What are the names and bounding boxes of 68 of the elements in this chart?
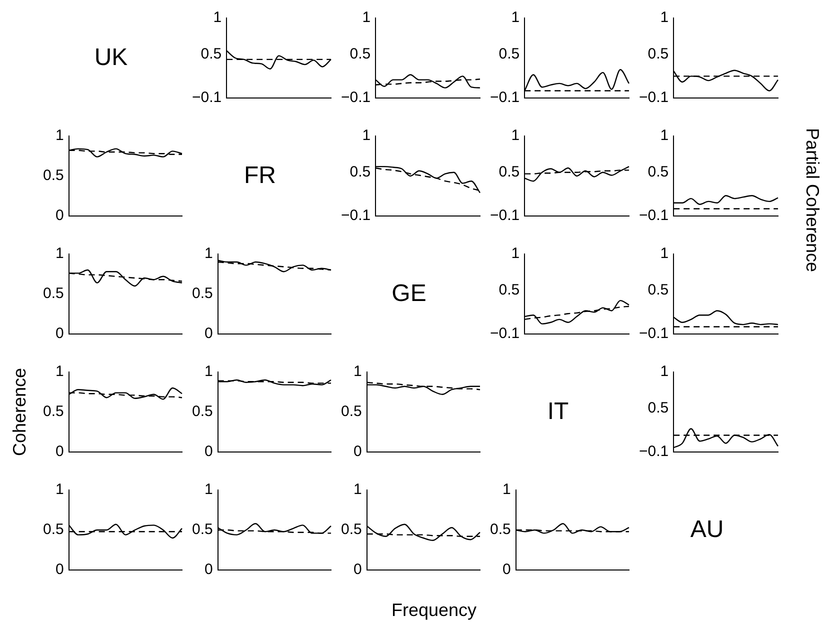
y-tick-label: 0.5 [340,521,362,538]
y-tick-label: −0.1 [638,443,669,460]
y-tick-label: 0.5 [648,46,669,63]
text: FR [243,161,277,191]
y-tick-label: 0.5 [350,46,371,63]
y-tick-label: 0.5 [192,521,213,538]
y-tick-label: −0.1 [192,89,222,106]
y-tick-label: 1 [56,127,64,144]
y-axis-title: Coherence [10,368,30,456]
y-tick-label: 0 [56,443,64,460]
y-tick-label: 1 [56,245,64,262]
y-tick-label: 1 [362,127,371,144]
y-tick-label: 1 [511,9,520,26]
y-tick-label: 0.5 [42,521,64,538]
y-tick-label: −0.1 [638,325,669,342]
y-tick-label: 1 [502,481,511,498]
y-tick-label: 0.5 [192,285,213,302]
y-tick-label: 1 [511,127,520,144]
y-tick-label: −0.1 [340,89,371,106]
text: UK [93,43,129,73]
y-tick-label: 1 [204,481,213,498]
y-tick-label: 1 [204,245,213,262]
y-tick-label: 1 [660,9,669,26]
y-tick-label: 0.5 [490,521,511,538]
y-tick-label: 1 [660,245,669,262]
y-tick-label: −0.1 [490,89,520,106]
y-tick-label: 0 [354,443,362,460]
y-tick-label: 1 [660,127,669,144]
y-tick-label: 0.5 [340,403,362,420]
y-tick-label: −0.1 [340,207,371,224]
y-tick-label: −0.1 [638,207,669,224]
x-axis-title: Frequency [391,600,477,621]
y-tick-label: 1 [56,481,64,498]
y-tick-label: 0 [56,207,64,224]
y-tick-label: 1 [204,363,213,380]
y-tick-label: 0.5 [648,400,669,417]
y-tick-label: −0.1 [490,325,520,342]
text: AU [689,515,725,545]
y-tick-label: 0.5 [498,282,520,299]
y-tick-label: 0 [56,561,64,578]
y-tick-label: 0.5 [648,164,669,181]
y-tick-label: 1 [56,363,64,380]
y-tick-label: 0 [354,561,362,578]
y-tick-label: 0.5 [200,46,222,63]
y-tick-label: 1 [362,9,371,26]
text: GE [390,279,428,309]
y-tick-label: 0 [204,443,213,460]
y-tick-label: 0.5 [498,164,520,181]
y-tick-label: 0.5 [42,403,64,420]
y-tick-label: 0.5 [42,285,64,302]
y2-axis-title: Partial Coherence [802,128,822,272]
y-tick-label: −0.1 [490,207,520,224]
y-tick-label: 0 [204,561,213,578]
y-tick-label: 0.5 [350,164,371,181]
y-tick-label: 0 [56,325,64,342]
y-tick-label: 1 [660,363,669,380]
text: IT [546,397,570,427]
y-tick-label: 0.5 [498,46,520,63]
y-tick-label: 0.5 [648,282,669,299]
y-tick-label: 0 [204,325,213,342]
y-tick-label: 0.5 [192,403,213,420]
y-tick-label: 1 [354,481,362,498]
y-tick-label: 1 [354,363,362,380]
y-tick-label: 1 [511,245,520,262]
y-tick-label: 0 [502,561,511,578]
y-tick-label: 1 [213,9,222,26]
y-tick-label: 0.5 [42,167,64,184]
y-tick-label: −0.1 [638,89,669,106]
